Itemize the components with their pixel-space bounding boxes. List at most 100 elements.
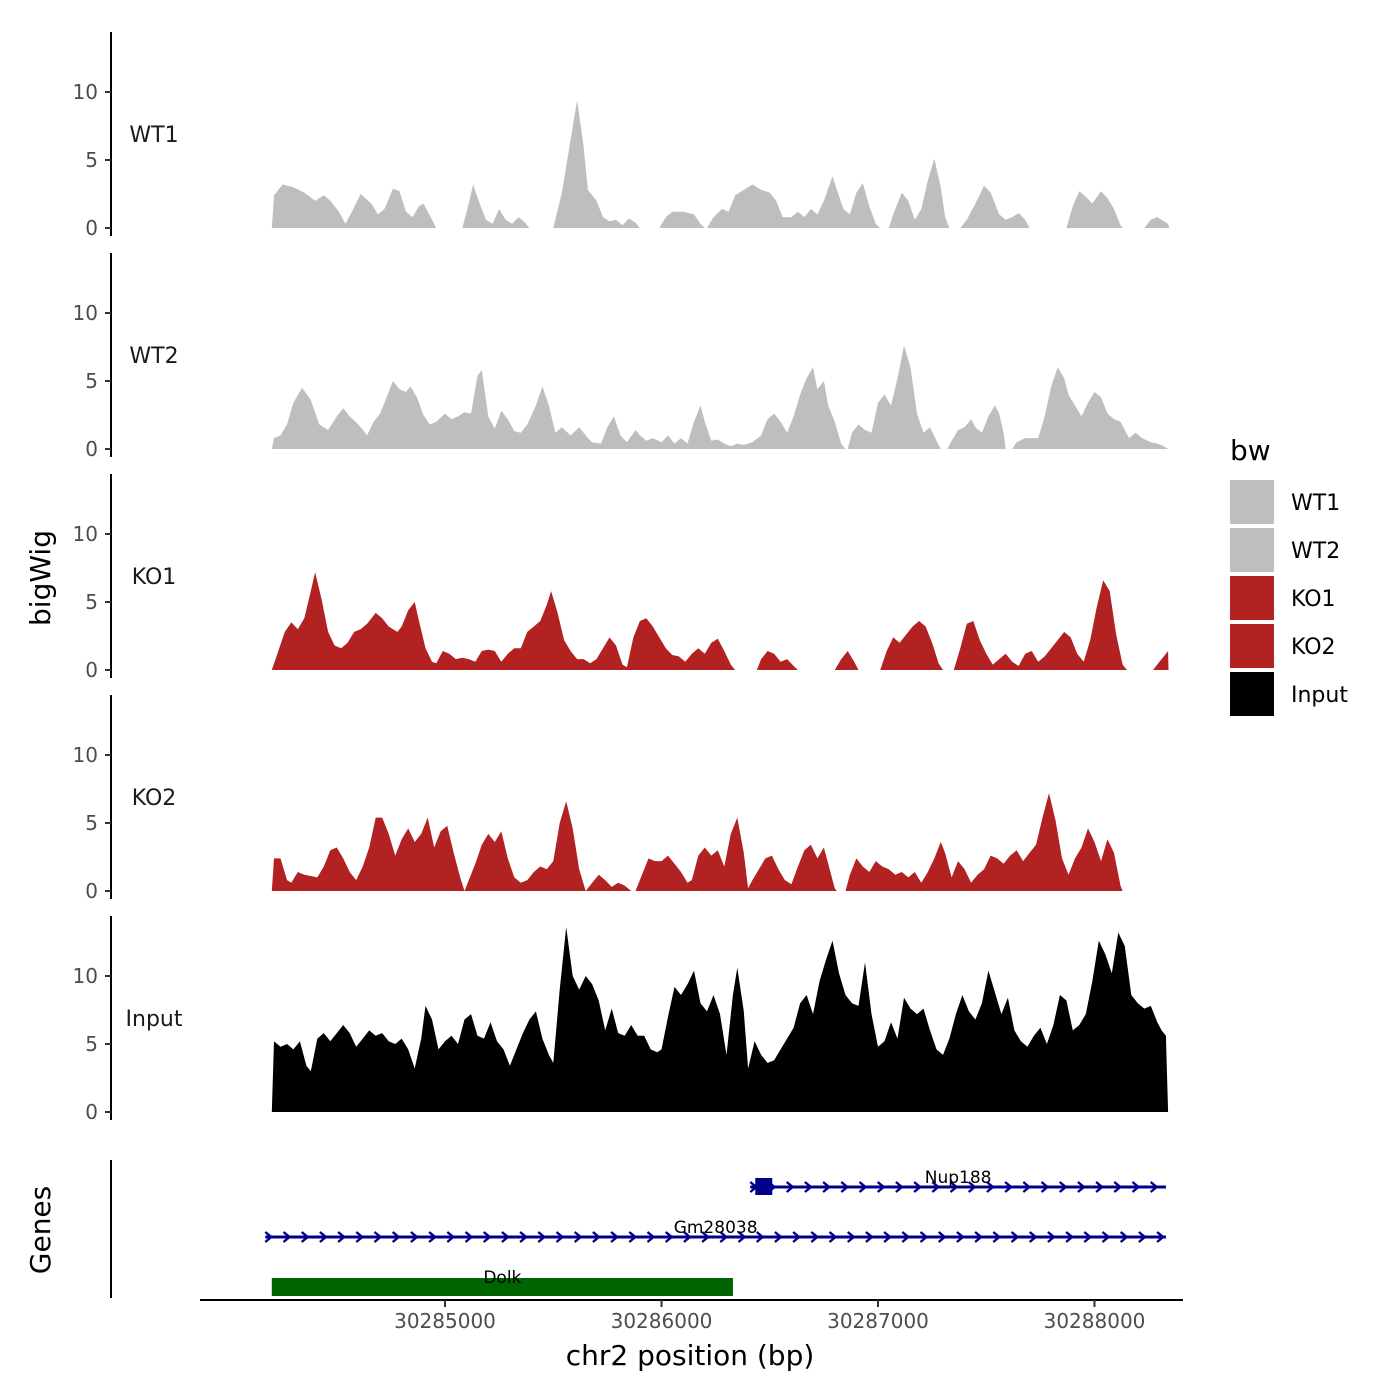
strand-arrow-icon [865, 1231, 874, 1243]
strand-arrow-icon [1058, 1181, 1068, 1193]
strand-arrow-icon [992, 1231, 1002, 1243]
strand-arrow-icon [428, 1231, 437, 1243]
track-label: WT1 [129, 123, 178, 148]
legend: bw WT1 WT2 KO1 KO2 Input [1230, 434, 1348, 716]
strand-arrow-icon [628, 1231, 638, 1243]
strand-arrow-icon [555, 1231, 565, 1243]
strand-arrow-icon [895, 1181, 904, 1193]
x-tick-label: 30287000 [827, 1309, 929, 1333]
strand-arrow-icon [785, 1181, 795, 1193]
legend-title: bw [1230, 434, 1271, 467]
strand-arrow-icon [919, 1231, 929, 1243]
strand-arrow-icon [1131, 1181, 1141, 1193]
strand-arrow-icon [610, 1231, 619, 1243]
strand-arrow-icon [931, 1181, 941, 1193]
strand-arrow-icon [1077, 1181, 1086, 1193]
strand-arrow-icon [1156, 1231, 1165, 1243]
exon-block [755, 1178, 773, 1195]
legend-key-input [1230, 672, 1274, 716]
strand-arrow-icon [1101, 1231, 1111, 1243]
track-label: KO1 [132, 565, 177, 590]
strand-arrow-icon [573, 1231, 583, 1243]
legend-label-input: Input [1291, 683, 1348, 708]
coverage-area-wt1 [271, 100, 1170, 228]
strand-arrow-icon [1138, 1231, 1147, 1243]
y-tick-label: 0 [85, 1100, 98, 1124]
strand-arrow-icon [967, 1181, 977, 1193]
y-tick-label: 10 [73, 522, 98, 546]
track-input: 0 5 10 Input [73, 916, 1169, 1124]
y-tick-label: 10 [73, 743, 98, 767]
y-tick-label: 5 [85, 369, 98, 393]
y-tick-label: 5 [85, 148, 98, 172]
genes-panel: Nup188 Gm28038 Dolk [110, 1160, 1166, 1298]
strand-arrow-icon [282, 1231, 292, 1243]
strand-arrow-icon [937, 1231, 947, 1243]
y-tick-label: 0 [85, 437, 98, 461]
track-ko1: 0 5 10 KO1 [73, 474, 1169, 682]
strand-arrow-icon [901, 1231, 911, 1243]
strand-arrow-icon [592, 1231, 601, 1243]
strand-arrow-icon [956, 1231, 965, 1243]
strand-arrow-icon [737, 1231, 747, 1243]
strand-arrow-icon [1004, 1181, 1013, 1193]
x-axis-title: chr2 position (bp) [566, 1339, 815, 1372]
y-tick-label: 10 [73, 964, 98, 988]
strand-arrow-icon [373, 1231, 383, 1243]
legend-label-wt1: WT1 [1291, 491, 1340, 516]
strand-arrow-icon [792, 1231, 801, 1243]
legend-key-ko1 [1230, 576, 1274, 620]
strand-arrow-icon [1010, 1231, 1020, 1243]
strand-arrow-icon [913, 1181, 922, 1193]
strand-arrow-icon [858, 1181, 868, 1193]
y-tick-label: 10 [73, 301, 98, 325]
strand-arrow-icon [810, 1231, 820, 1243]
track-wt2: 0 5 10 WT2 [73, 253, 1169, 461]
strand-arrow-icon [840, 1181, 850, 1193]
legend-label-ko1: KO1 [1291, 587, 1336, 612]
x-tick-label: 30285000 [394, 1309, 496, 1333]
x-axis: 30285000 30286000 30287000 30288000 [200, 1299, 1183, 1333]
strand-arrow-icon [1113, 1181, 1123, 1193]
legend-label-ko2: KO2 [1291, 635, 1336, 660]
y-tick-label: 5 [85, 590, 98, 614]
strand-arrow-icon [876, 1181, 886, 1193]
strand-arrow-icon [1047, 1231, 1056, 1243]
strand-arrow-icon [264, 1231, 274, 1243]
genes-panel-title: Genes [24, 1186, 57, 1274]
y-tick-label: 0 [85, 216, 98, 240]
gene-gm28038: Gm28038 [264, 1218, 1166, 1243]
strand-arrow-icon [828, 1231, 838, 1243]
strand-arrow-icon [1083, 1231, 1093, 1243]
strand-arrow-icon [410, 1231, 419, 1243]
strand-arrow-icon [774, 1231, 783, 1243]
y-tick-label: 0 [85, 658, 98, 682]
legend-key-ko2 [1230, 624, 1274, 668]
strand-arrow-icon [319, 1231, 328, 1243]
strand-arrow-icon [1065, 1231, 1074, 1243]
legend-key-wt1 [1230, 480, 1274, 524]
gene-label: Nup188 [925, 1168, 992, 1188]
y-tick-label: 5 [85, 1032, 98, 1056]
gene-label: Dolk [483, 1268, 521, 1288]
strand-arrow-icon [822, 1181, 831, 1193]
y-axis-title: bigWig [24, 530, 57, 626]
strand-arrow-icon [1040, 1181, 1050, 1193]
legend-key-wt2 [1230, 528, 1274, 572]
gene-body [271, 1278, 733, 1296]
track-label: KO2 [132, 786, 177, 811]
gene-label: Gm28038 [674, 1218, 758, 1238]
strand-arrow-icon [974, 1231, 983, 1243]
strand-arrow-icon [300, 1231, 310, 1243]
strand-arrow-icon [883, 1231, 892, 1243]
strand-arrow-icon [1095, 1181, 1104, 1193]
strand-arrow-icon [464, 1231, 474, 1243]
x-tick-label: 30286000 [611, 1309, 713, 1333]
strand-arrow-icon [949, 1181, 959, 1193]
track-label: WT2 [129, 344, 178, 369]
strand-arrow-icon [446, 1231, 456, 1243]
y-tick-label: 10 [73, 80, 98, 104]
strand-arrow-icon [355, 1231, 365, 1243]
strand-arrow-icon [1028, 1231, 1038, 1243]
